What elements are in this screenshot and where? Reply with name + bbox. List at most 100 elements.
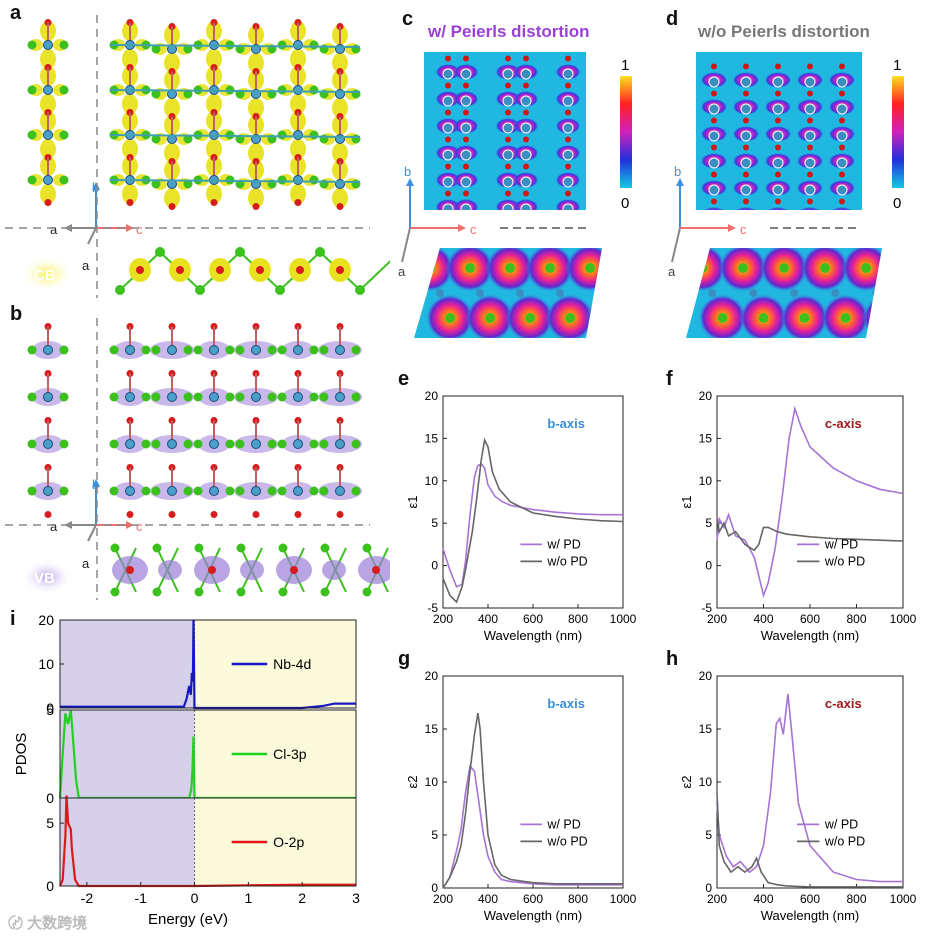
watermark: 〄 大数跨境 [8, 915, 88, 932]
cl-atom [109, 439, 119, 449]
axis-c-label: c [470, 222, 477, 237]
cl-atom [236, 543, 246, 553]
isosurface-lobe [248, 98, 264, 118]
o-atom [463, 136, 469, 143]
cl-atom [309, 130, 319, 140]
o-atom [711, 117, 717, 124]
cl-atom [565, 313, 575, 323]
isosurface-lobe [40, 184, 56, 204]
nb-atom [836, 130, 848, 142]
bond [109, 89, 361, 93]
isosurface-lobe [164, 143, 180, 163]
nb-atom [502, 176, 514, 188]
nb-atom [167, 392, 177, 402]
cl-atom [717, 313, 728, 323]
nb-atom [805, 212, 815, 222]
nb-atom [804, 184, 816, 196]
nb-atom [836, 76, 848, 88]
cl-atom [351, 345, 361, 355]
cl-atom [152, 587, 162, 597]
legend-label: w/ PD [824, 817, 858, 831]
cl-atom [351, 486, 361, 496]
o-atom [807, 171, 813, 178]
cl-atom [235, 247, 245, 257]
o-atom [290, 566, 298, 574]
nb-atom [790, 289, 799, 297]
nb-atom [708, 289, 717, 297]
isosurface-lobe [322, 560, 346, 580]
nb-atom [772, 103, 784, 115]
o-atom [256, 266, 264, 274]
bond [109, 179, 361, 183]
x-tick-label: 800 [568, 892, 588, 906]
o-atom [252, 511, 260, 518]
o-atom [208, 566, 216, 574]
nb-atom [836, 103, 848, 115]
nb-atom [741, 212, 751, 222]
x-tick-label: 1000 [890, 612, 917, 626]
o-atom [216, 266, 224, 274]
cl-atom [267, 392, 277, 402]
o-atom [136, 266, 144, 274]
nb-atom [125, 345, 135, 355]
cl-atom [27, 40, 37, 50]
density-blob [799, 206, 821, 210]
o-atom [523, 109, 529, 116]
y-tick-label: 10 [38, 656, 54, 672]
isosurface-lobe [158, 560, 182, 580]
colorbar-d [892, 76, 904, 188]
y-tick-label: 10 [699, 775, 713, 789]
nb-atom [442, 122, 454, 134]
y-tick-label: 5 [705, 516, 712, 530]
axis-a-label: a [50, 222, 58, 237]
nb-atom [293, 439, 303, 449]
series-line-wo-pd [442, 437, 624, 604]
isosurface-lobe [206, 94, 222, 114]
y-tick-label: 15 [699, 722, 713, 736]
nb-atom [293, 486, 303, 496]
o-atom [807, 198, 813, 205]
cl-atom [27, 439, 37, 449]
nb-atom [708, 103, 720, 115]
cl-atom [362, 543, 372, 553]
y-tick-label: 5 [431, 828, 438, 842]
axis-a-label: a [668, 264, 676, 279]
nb-atom [442, 68, 454, 80]
cl-atom [225, 486, 235, 496]
o-atom [775, 63, 781, 70]
valence-band-shade [60, 710, 195, 798]
o-atom [445, 190, 451, 197]
density-blob [767, 206, 789, 210]
y-tick-label: 0 [705, 881, 712, 895]
cb-badge: CB [34, 267, 56, 284]
valence-band-shade [60, 620, 195, 708]
o-atom [565, 190, 571, 197]
nb-atom [749, 289, 758, 297]
cl-atom [27, 175, 37, 185]
isosurface-lobe [332, 53, 348, 73]
cl-atom [195, 285, 205, 295]
legend-label: w/ PD [546, 817, 580, 831]
cl-atom [277, 130, 287, 140]
cl-atom [151, 486, 161, 496]
nb-atom [460, 95, 472, 107]
panel-label-g: g [398, 648, 411, 670]
nb-atom [293, 175, 303, 185]
x-tick-label: 0 [191, 890, 199, 906]
o-atom [463, 109, 469, 116]
x-tick-label: 800 [846, 892, 866, 906]
o-atom [839, 198, 845, 205]
isosurface-lobe [122, 184, 138, 204]
x-tick-label: 400 [753, 892, 773, 906]
nb-atom [740, 76, 752, 88]
isosurface-lobe [290, 94, 306, 114]
nb-atom [335, 439, 345, 449]
x-tick-label: 1000 [610, 892, 637, 906]
cl-atom [351, 179, 361, 189]
o-atom [565, 163, 571, 170]
nb-atom [442, 95, 454, 107]
isosurface-lobe [40, 139, 56, 159]
cl-atom [151, 89, 161, 99]
colorbar-d-max: 1 [893, 57, 901, 74]
panel-label-b: b [10, 303, 23, 325]
